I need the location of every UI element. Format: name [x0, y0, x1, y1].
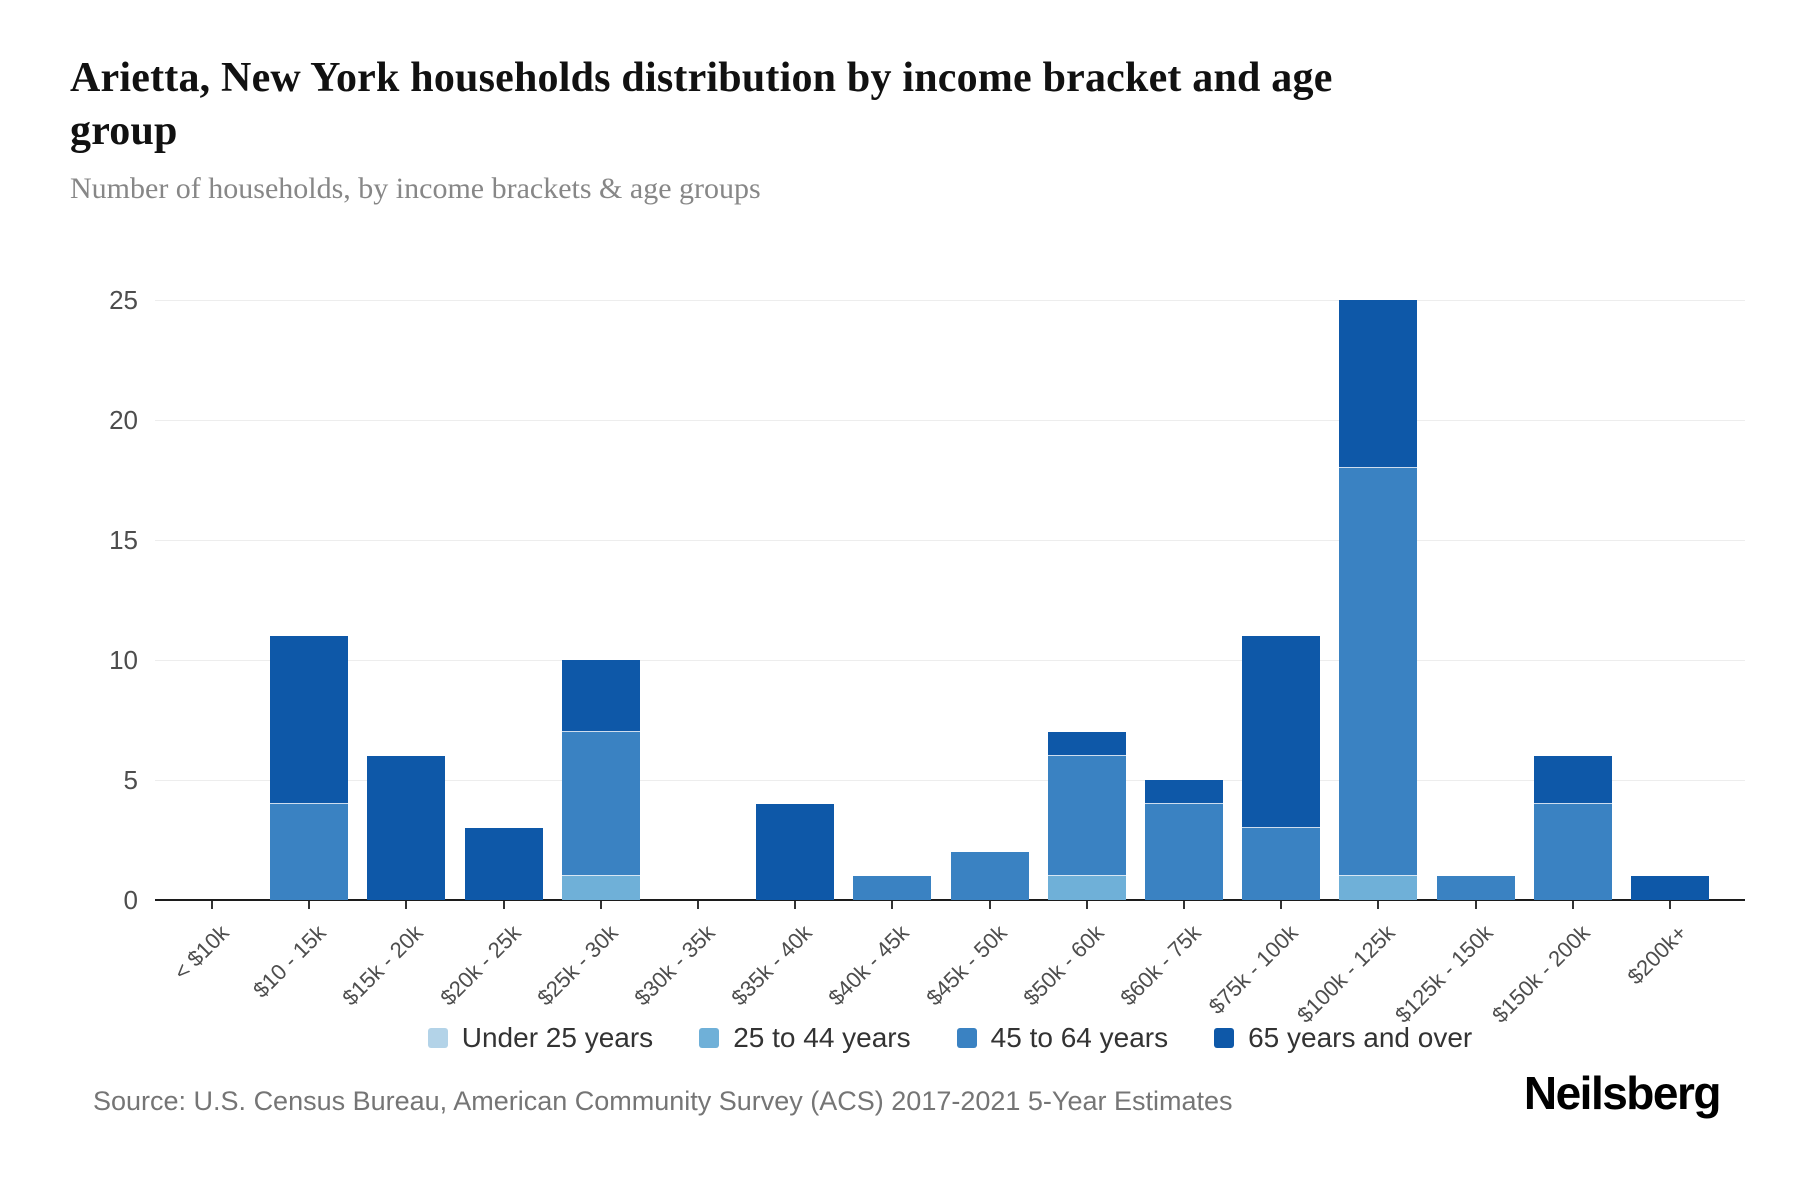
legend-swatch-icon — [956, 1028, 977, 1048]
x-axis-tick — [1474, 901, 1477, 909]
bar-segment — [1339, 468, 1418, 876]
bar-segment — [1047, 756, 1126, 876]
bar-segment — [1533, 804, 1612, 900]
x-axis-tick-label: $200k+ — [1622, 920, 1692, 990]
source-note: Source: U.S. Census Bureau, American Com… — [93, 1086, 1233, 1116]
legend-swatch-icon — [1214, 1028, 1235, 1048]
x-axis-tick — [308, 901, 311, 909]
legend-swatch-icon — [699, 1028, 720, 1048]
x-axis-tick-label: $15k - 20k — [337, 920, 429, 1011]
x-axis-tick — [405, 901, 408, 909]
x-axis-tick — [502, 901, 505, 909]
x-axis-tick-label: $75k - 100k — [1203, 920, 1303, 1019]
x-axis-tick-label: < $10k — [168, 920, 234, 985]
bar-segment — [1339, 300, 1418, 468]
bar-segment — [270, 804, 349, 900]
x-axis-tick-label: $45k - 50k — [920, 920, 1012, 1011]
legend-item[interactable]: Under 25 years — [427, 1022, 654, 1054]
y-axis-tick-label: 10 — [109, 645, 138, 675]
legend-item[interactable]: 45 to 64 years — [956, 1022, 1169, 1054]
legend-label: 45 to 64 years — [990, 1022, 1169, 1053]
legend-swatch-icon — [427, 1028, 448, 1048]
y-axis-tick-label: 25 — [109, 285, 138, 315]
x-axis-tick — [1085, 901, 1088, 909]
bar-segment — [1533, 756, 1612, 804]
gridline — [155, 420, 1745, 421]
x-axis-tick-label: $35k - 40k — [726, 920, 817, 1011]
x-axis-tick-label: $50k - 60k — [1018, 920, 1109, 1011]
legend-label: Under 25 years — [461, 1022, 654, 1053]
x-axis-tick — [891, 901, 894, 909]
x-axis-tick — [697, 901, 699, 909]
x-axis-tick-label: $25k - 30k — [532, 920, 623, 1011]
bar-segment — [1145, 780, 1223, 804]
y-axis-tick-label: 20 — [109, 405, 138, 435]
legend-label: 25 to 44 years — [733, 1022, 911, 1053]
gridline — [155, 300, 1745, 301]
legend-item[interactable]: 65 years and over — [1214, 1022, 1472, 1054]
x-axis-tick — [988, 901, 991, 909]
bar-segment — [1436, 876, 1515, 900]
y-axis-tick-label: 5 — [123, 765, 138, 795]
bar-segment — [561, 876, 640, 900]
chart-subtitle: Number of households, by income brackets… — [70, 172, 761, 205]
y-axis-tick-label: 0 — [123, 885, 138, 915]
x-axis-tick — [794, 901, 797, 909]
bar-segment — [561, 660, 640, 732]
bar-segment — [270, 636, 349, 804]
bar-segment — [1339, 876, 1418, 900]
legend-label: 65 years and over — [1248, 1022, 1473, 1053]
bar-segment — [1047, 732, 1126, 756]
bar-segment — [1631, 876, 1709, 900]
bar-segment — [561, 732, 640, 876]
bar-segment — [1145, 804, 1223, 900]
gridline — [155, 660, 1745, 661]
bar-segment — [1047, 876, 1126, 900]
bar-segment — [853, 876, 932, 900]
bar-segment — [464, 828, 543, 900]
bar-segment — [1242, 828, 1321, 900]
x-axis-tick — [1280, 901, 1283, 909]
x-axis-tick — [1571, 901, 1574, 909]
x-axis-tick — [1669, 901, 1671, 909]
y-axis-tick-label: 15 — [109, 525, 138, 555]
gridline — [155, 540, 1745, 541]
bar-segment — [1242, 636, 1321, 828]
bar-segment — [756, 804, 835, 900]
x-axis-tick-label: $150k - 200k — [1486, 920, 1595, 1028]
x-axis-tick-label: $125k - 150k — [1389, 920, 1498, 1028]
legend: Under 25 years 25 to 44 years 45 to 64 yea… — [155, 1022, 1745, 1054]
gridline — [155, 780, 1745, 781]
chart-title: Arietta, New York households distributio… — [70, 55, 1333, 154]
bar-segment — [367, 756, 446, 900]
x-axis-tick — [1377, 901, 1380, 909]
bar-segment — [950, 852, 1029, 900]
legend-item[interactable]: 25 to 44 years — [699, 1022, 911, 1054]
x-axis-tick-label: $30k - 35k — [629, 920, 720, 1011]
x-axis-tick-label: $20k - 25k — [434, 920, 526, 1011]
x-axis-tick-label: $60k - 75k — [1115, 920, 1206, 1011]
x-axis-tick — [1183, 901, 1185, 909]
x-axis-tick — [599, 901, 602, 909]
brand-logo: Neilsberg — [1523, 1067, 1722, 1119]
x-axis-line — [155, 899, 1745, 901]
x-axis-tick-label: $100k - 125k — [1292, 920, 1401, 1028]
x-axis-tick-label: $40k - 45k — [823, 920, 915, 1011]
x-axis-tick-label: $10 - 15k — [248, 920, 331, 1003]
x-axis-tick — [211, 901, 213, 909]
